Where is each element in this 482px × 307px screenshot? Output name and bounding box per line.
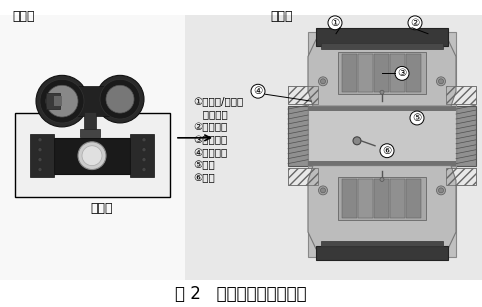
- Ellipse shape: [319, 186, 327, 195]
- Bar: [288, 168, 318, 185]
- Text: ④: ④: [254, 86, 263, 96]
- Text: ②设备密封: ②设备密封: [193, 122, 227, 132]
- Bar: [288, 106, 308, 165]
- Ellipse shape: [106, 85, 134, 113]
- Ellipse shape: [38, 138, 42, 142]
- Bar: [338, 177, 426, 220]
- Ellipse shape: [78, 142, 106, 169]
- Ellipse shape: [100, 79, 140, 119]
- Text: ⑤: ⑤: [413, 113, 422, 123]
- Bar: [446, 168, 476, 185]
- Ellipse shape: [439, 188, 443, 193]
- Ellipse shape: [82, 146, 102, 165]
- Text: ⑥: ⑥: [382, 146, 391, 156]
- Bar: [308, 106, 456, 111]
- Ellipse shape: [38, 148, 42, 152]
- Text: 变送器: 变送器: [12, 10, 35, 23]
- Bar: [446, 168, 476, 185]
- Bar: [446, 86, 476, 104]
- Bar: [308, 161, 456, 165]
- Bar: [288, 168, 318, 185]
- Ellipse shape: [46, 85, 78, 117]
- Bar: [54, 96, 62, 106]
- Bar: [15, 113, 170, 197]
- Ellipse shape: [395, 66, 409, 80]
- Ellipse shape: [380, 177, 384, 181]
- Bar: [80, 129, 100, 137]
- Bar: [390, 180, 405, 218]
- Ellipse shape: [380, 144, 394, 158]
- Text: ③线圈系统: ③线圈系统: [193, 135, 227, 145]
- Ellipse shape: [38, 158, 42, 161]
- Ellipse shape: [321, 79, 325, 84]
- Bar: [374, 53, 389, 92]
- Bar: [185, 15, 482, 280]
- Ellipse shape: [36, 75, 88, 127]
- Ellipse shape: [353, 137, 361, 145]
- Bar: [390, 53, 405, 92]
- Bar: [130, 134, 154, 177]
- Bar: [54, 138, 130, 173]
- Text: 传感器: 传感器: [91, 202, 113, 215]
- Bar: [321, 43, 443, 49]
- Bar: [46, 93, 60, 109]
- Bar: [342, 53, 357, 92]
- Ellipse shape: [96, 75, 144, 123]
- Bar: [308, 165, 456, 257]
- Bar: [456, 106, 476, 165]
- Text: ②: ②: [410, 18, 420, 28]
- Bar: [0, 15, 185, 280]
- Ellipse shape: [328, 16, 342, 30]
- Polygon shape: [308, 165, 456, 257]
- Text: ①传感器/变送器: ①传感器/变送器: [193, 96, 243, 106]
- Ellipse shape: [410, 111, 424, 125]
- Ellipse shape: [38, 168, 42, 172]
- Ellipse shape: [439, 79, 443, 84]
- Ellipse shape: [142, 168, 146, 172]
- Ellipse shape: [437, 77, 445, 86]
- Bar: [358, 180, 373, 218]
- Polygon shape: [308, 32, 456, 106]
- Text: ③: ③: [397, 68, 407, 78]
- Text: ⑤内衬: ⑤内衬: [193, 161, 215, 171]
- Text: ①: ①: [330, 18, 340, 28]
- Ellipse shape: [408, 16, 422, 30]
- Bar: [308, 32, 456, 106]
- Bar: [446, 86, 476, 104]
- Text: ⑥电极: ⑥电极: [193, 173, 215, 184]
- Bar: [84, 112, 96, 134]
- Bar: [288, 86, 318, 104]
- Bar: [308, 106, 456, 165]
- Text: 图 2   电磁流量计主要组件: 图 2 电磁流量计主要组件: [175, 285, 307, 303]
- Text: 传感器: 传感器: [270, 10, 293, 23]
- Ellipse shape: [319, 77, 327, 86]
- Bar: [342, 180, 357, 218]
- Bar: [30, 134, 54, 177]
- Text: 连接接口: 连接接口: [193, 109, 228, 119]
- Ellipse shape: [40, 79, 84, 123]
- Bar: [288, 86, 318, 104]
- Bar: [338, 52, 426, 94]
- Bar: [316, 28, 448, 46]
- Ellipse shape: [380, 90, 384, 94]
- Bar: [406, 180, 421, 218]
- Ellipse shape: [251, 84, 265, 98]
- Ellipse shape: [437, 186, 445, 195]
- Ellipse shape: [321, 188, 325, 193]
- Bar: [321, 241, 443, 246]
- Bar: [406, 53, 421, 92]
- Bar: [72, 86, 112, 116]
- Bar: [358, 53, 373, 92]
- Bar: [316, 246, 448, 260]
- Ellipse shape: [142, 148, 146, 152]
- Ellipse shape: [142, 158, 146, 161]
- Bar: [374, 180, 389, 218]
- Ellipse shape: [142, 138, 146, 142]
- Text: ④过程链接: ④过程链接: [193, 148, 227, 158]
